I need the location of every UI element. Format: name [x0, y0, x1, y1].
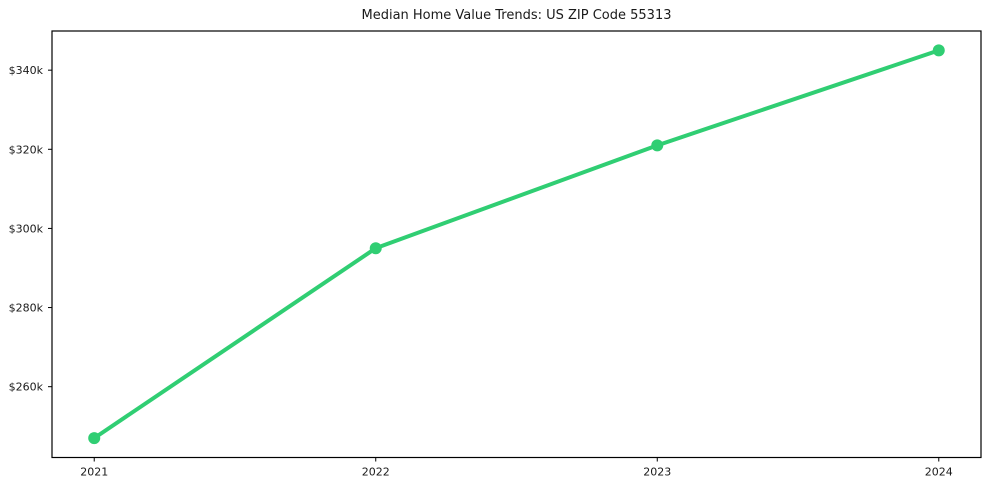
- x-tick-label: 2021: [80, 466, 108, 479]
- y-tick-label: $300k: [9, 222, 44, 235]
- data-point: [88, 432, 101, 445]
- data-point: [369, 242, 382, 255]
- data-point: [651, 139, 664, 152]
- trend-line: [92, 48, 941, 441]
- chart-title: Median Home Value Trends: US ZIP Code 55…: [361, 8, 672, 23]
- x-tick-label: 2023: [643, 466, 671, 479]
- y-tick-label: $340k: [9, 64, 44, 77]
- y-tick-label: $320k: [9, 143, 44, 156]
- y-tick-label: $280k: [9, 302, 44, 315]
- x-tick-label: 2022: [362, 466, 390, 479]
- plot-frame: [51, 30, 982, 459]
- data-point: [932, 44, 945, 57]
- x-tick-label: 2024: [925, 466, 953, 479]
- y-tick-label: $260k: [9, 381, 44, 394]
